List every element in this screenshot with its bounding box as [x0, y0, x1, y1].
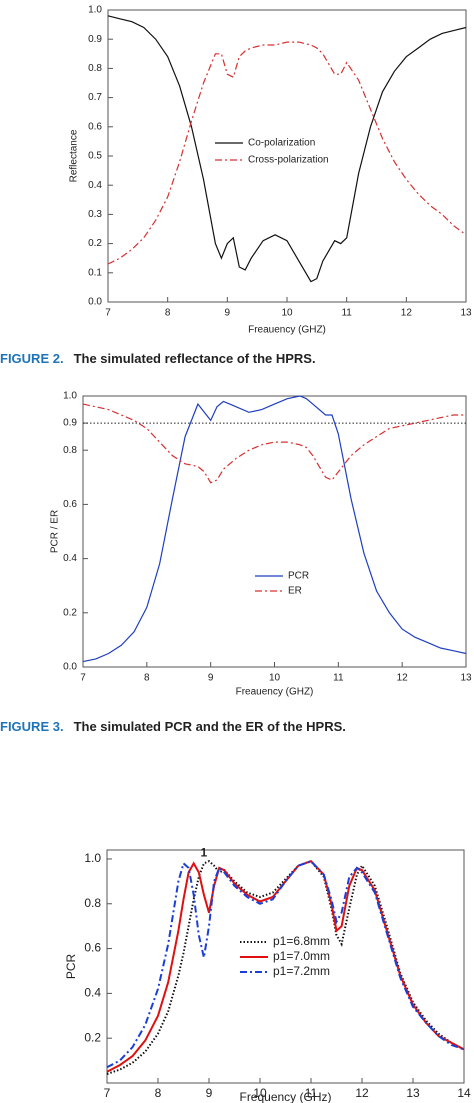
y-tick-label: 0.0 [88, 297, 102, 308]
x-tick-label: 10 [281, 308, 293, 319]
x-tick-label: 13 [406, 1086, 420, 1100]
y-tick-label: 0.4 [84, 986, 101, 1000]
y-tick-label: 0.3 [88, 209, 102, 220]
x-axis-label: Freauency (GHZ) [236, 687, 314, 698]
legend-label: p1=6.8mm [273, 934, 330, 948]
x-tick-label: 12 [355, 1086, 369, 1100]
x-tick-label: 8 [165, 308, 171, 319]
y-tick-label: 0.6 [84, 941, 101, 955]
series-line [82, 395, 467, 663]
x-tick-label: 8 [144, 673, 150, 684]
x-tick-label: 9 [206, 1086, 213, 1100]
y-tick-label: 0.5 [88, 151, 102, 162]
annotation: 1 [201, 846, 208, 860]
x-tick-label: 8 [155, 1086, 162, 1100]
legend-label: PCR [288, 571, 309, 582]
y-tick-label: 0.2 [84, 1030, 101, 1044]
plot-frame [106, 849, 465, 1084]
legend-label: p1=7.2mm [273, 964, 330, 978]
caption-text: The simulated PCR and the ER of the HPRS… [74, 719, 346, 734]
plot-frame [82, 395, 467, 668]
x-axis-label: Frequency (GHz) [239, 1090, 331, 1103]
x-tick-label: 7 [80, 673, 86, 684]
x-tick-label: 13 [460, 308, 472, 319]
y-tick-label: 0.7 [88, 92, 102, 103]
y-tick-label: 1.0 [84, 851, 101, 865]
caption-label: FIGURE 2. [0, 351, 64, 366]
series-line [107, 41, 467, 265]
legend-label: Co-polarization [248, 138, 315, 149]
caption-text: The simulated reflectance of the HPRS. [74, 351, 316, 366]
x-tick-label: 11 [305, 1086, 318, 1100]
x-tick-label: 10 [253, 1086, 267, 1100]
y-tick-label: 0.9 [88, 34, 102, 45]
y-tick-label: 1.0 [63, 391, 77, 402]
y-tick-label: 0.6 [88, 121, 102, 132]
y-tick-label: 0.2 [63, 607, 77, 618]
legend-label: Cross-polarization [248, 155, 329, 166]
y-tick-label: 0.8 [88, 63, 102, 74]
y-tick-label: 1.0 [88, 5, 102, 16]
y-tick-label: 0.4 [63, 553, 77, 564]
series-line [106, 860, 465, 1075]
series-line [82, 403, 466, 484]
y-axis-label: PCR / ER [50, 510, 61, 553]
series-line [106, 860, 465, 1073]
y-tick-label: 0.6 [63, 499, 77, 510]
x-tick-label: 12 [397, 673, 409, 684]
x-tick-label: 14 [457, 1086, 471, 1100]
y-tick-label: 0.2 [88, 238, 102, 249]
y-tick-label: 0.1 [88, 267, 102, 278]
chart: 0.0 0.1 0.2 0.3 0.4 0.5 0.6 0.7 0.8 0.9 1.0 7 8 9 10 11… [69, 5, 472, 336]
chart: 0.2 0.4 0.6 0.8 1.0 7 8 9 10 11 12 13 14 Frequency (G… [64, 846, 471, 1103]
series-line [107, 15, 467, 283]
caption: FIGURE 3. The simulated PCR and the ER of… [0, 719, 346, 734]
y-tick-label: 0.0 [63, 662, 77, 673]
legend-label: p1=7.0mm [273, 949, 330, 963]
y-tick-label: 0.8 [63, 445, 77, 456]
chart: 0.0 0.2 0.4 0.6 0.8 0.9 1.0 7 8 9 10 11 12 13 Freauenc… [50, 391, 472, 698]
x-tick-label: 13 [460, 673, 472, 684]
x-axis-label: Freauency (GHZ) [248, 325, 326, 336]
x-tick-label: 12 [401, 308, 413, 319]
legend-label: ER [288, 586, 302, 597]
caption-label: FIGURE 3. [0, 719, 64, 734]
y-axis-label: Reflectance [69, 129, 80, 182]
x-tick-label: 7 [104, 1086, 111, 1100]
x-tick-label: 9 [225, 308, 231, 319]
y-tick-label: 0.8 [84, 896, 101, 910]
x-tick-label: 9 [208, 673, 214, 684]
y-axis-label: PCR [64, 954, 78, 980]
y-tick-label: 0.9 [63, 418, 77, 429]
x-tick-label: 11 [333, 673, 344, 684]
caption: FIGURE 2. The simulated reflectance of th… [0, 351, 316, 366]
series-line [106, 860, 465, 1069]
x-tick-label: 7 [105, 308, 111, 319]
x-tick-label: 11 [341, 308, 352, 319]
y-tick-label: 0.4 [88, 180, 102, 191]
x-tick-label: 10 [269, 673, 281, 684]
